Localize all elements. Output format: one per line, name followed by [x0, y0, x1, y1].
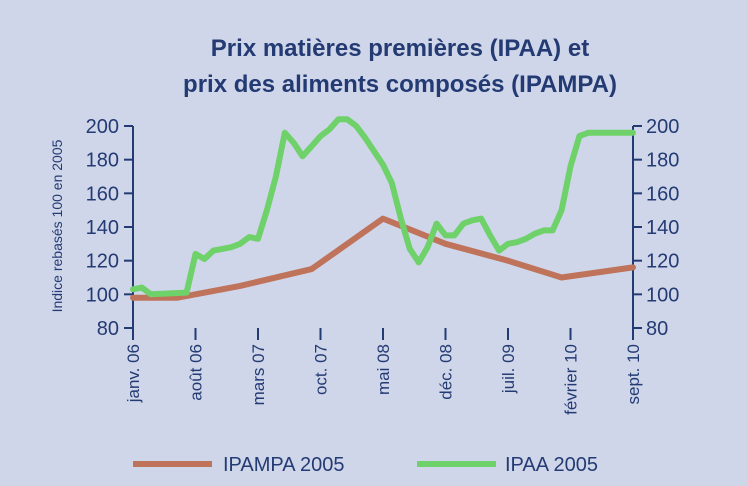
- y-tick-label-right: 100: [646, 284, 679, 306]
- y-tick-label-left: 100: [86, 284, 119, 306]
- y-tick-label-right: 140: [646, 217, 679, 239]
- x-tick-label: mai 08: [374, 344, 393, 395]
- chart-title-line-1: Prix matières premières (IPAA) et: [211, 35, 589, 62]
- x-tick-label: juil. 09: [499, 344, 518, 394]
- x-tick-label: déc. 08: [437, 344, 456, 400]
- y-tick-label-right: 160: [646, 183, 679, 205]
- x-tick-label: oct. 07: [312, 344, 331, 395]
- x-tick-label: février 10: [562, 344, 581, 415]
- x-tick-label: mars 07: [249, 344, 268, 405]
- series-layer: [130, 116, 636, 301]
- chart-title-line-2: prix des aliments composés (IPAMPA): [183, 71, 617, 98]
- legend-label: IPAA 2005: [505, 454, 598, 476]
- axes-layer: 80 100 120 140 160 180 200 80 100 120 140 160 180 200…: [86, 116, 680, 415]
- series-line-ipaa: [130, 116, 636, 298]
- y-tick-label-right: 120: [646, 251, 679, 273]
- y-tick-label-left: 140: [86, 217, 119, 239]
- y-tick-label-right: 180: [646, 150, 679, 172]
- y-tick-label-right: 200: [646, 116, 679, 138]
- y-tick-label-left: 180: [86, 150, 119, 172]
- legend-label: IPAMPA 2005: [223, 454, 345, 476]
- y-axis-label: Indice rebasés 100 en 2005: [49, 139, 65, 312]
- y-tick-label-left: 160: [86, 183, 119, 205]
- y-tick-label-right: 80: [646, 318, 668, 340]
- y-tick-label-left: 200: [86, 116, 119, 138]
- y-tick-label-left: 120: [86, 251, 119, 273]
- x-tick-label: janv. 06: [124, 344, 143, 403]
- y-tick-label-left: 80: [97, 318, 119, 340]
- x-tick-label: sept. 10: [624, 344, 643, 405]
- legend: IPAMPA 2005 IPAA 2005: [133, 454, 598, 476]
- series-line-ipampa: [130, 215, 636, 301]
- x-tick-label: août 06: [187, 344, 206, 401]
